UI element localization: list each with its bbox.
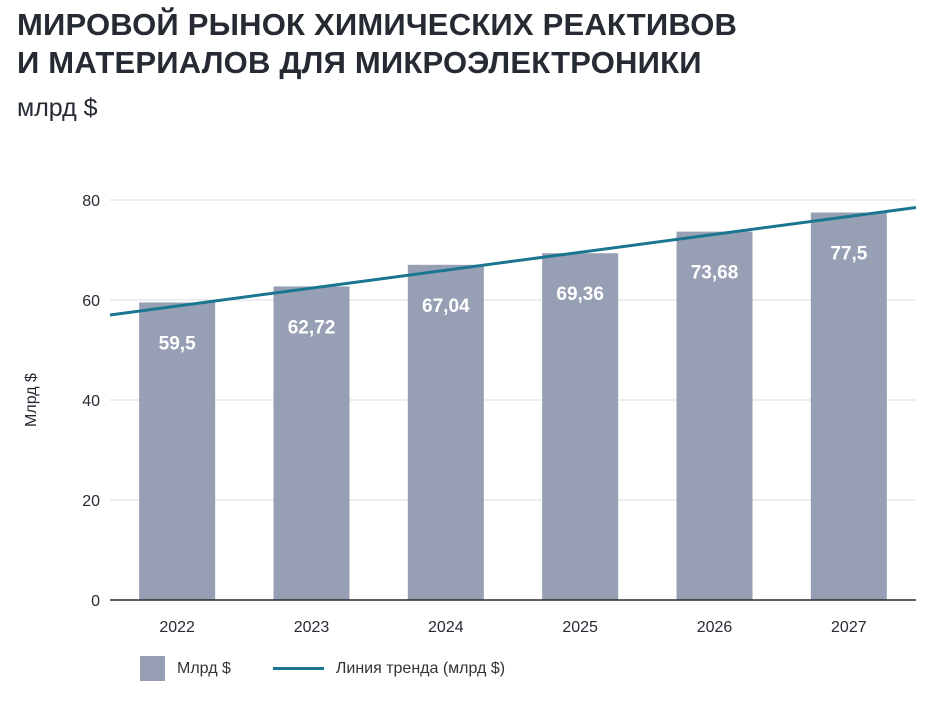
- bar-value-label: 59,5: [159, 334, 196, 355]
- x-tick-label: 2022: [159, 619, 195, 636]
- bar-2027: [810, 212, 887, 600]
- legend-bar-label: Млрд $: [177, 659, 231, 677]
- bar-value-label: 67,04: [422, 296, 470, 317]
- chart-subtitle: млрд $: [17, 94, 98, 122]
- y-tick-label: 0: [91, 593, 100, 610]
- trend-line: [109, 206, 917, 317]
- y-tick-label: 60: [82, 293, 100, 310]
- bar-2025: [542, 253, 619, 600]
- y-axis-label: Млрд $: [23, 373, 40, 427]
- x-tick-label: 2025: [562, 619, 598, 636]
- legend-trend-swatch: [272, 667, 324, 670]
- bar-value-label: 62,72: [288, 317, 336, 338]
- legend-bar-swatch: [140, 656, 165, 681]
- y-tick-label: 40: [82, 393, 100, 410]
- x-tick-label: 2024: [428, 619, 464, 636]
- bar-2024: [407, 264, 484, 600]
- legend-item-trend: Линия тренда (млрд $): [272, 659, 506, 678]
- x-tick-label: 2023: [294, 619, 330, 636]
- chart-title-line-1: МИРОВОЙ РЫНОК ХИМИЧЕСКИХ РЕАКТИВОВ: [17, 7, 738, 42]
- legend-item-bars: Млрд $: [140, 656, 231, 681]
- legend: Млрд $ Линия тренда (млрд $): [140, 656, 547, 681]
- legend-trend-label: Линия тренда (млрд $): [335, 659, 506, 677]
- bar-value-label: 69,36: [556, 284, 604, 305]
- y-tick-label: 80: [82, 193, 100, 210]
- bar-2022: [139, 302, 216, 600]
- bar-2023: [273, 286, 350, 600]
- bar-2026: [676, 231, 753, 600]
- x-tick-label: 2027: [831, 619, 867, 636]
- bar-value-label: 73,68: [691, 263, 739, 284]
- bar-value-label: 77,5: [830, 244, 867, 265]
- x-tick-label: 2026: [697, 619, 733, 636]
- chart-title: МИРОВОЙ РЫНОК ХИМИЧЕСКИХ РЕАКТИВОВ И МАТ…: [17, 6, 737, 82]
- chart-title-line-2: И МАТЕРИАЛОВ ДЛЯ МИКРОЭЛЕКТРОНИКИ: [17, 45, 702, 80]
- y-tick-label: 20: [82, 493, 100, 510]
